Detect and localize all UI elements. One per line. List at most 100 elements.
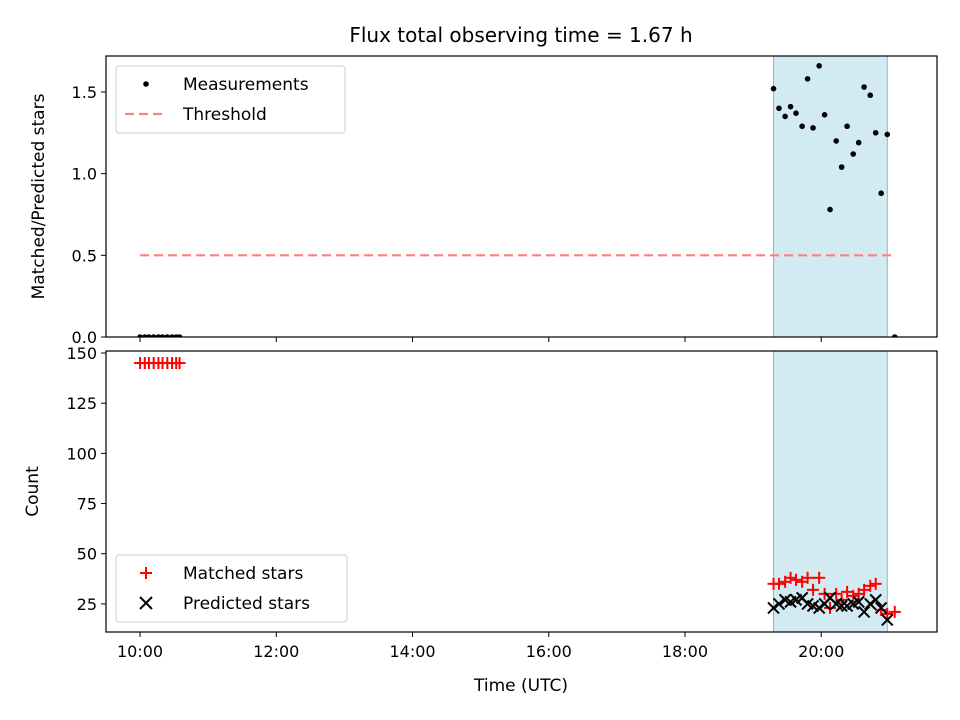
y-tick-label: 125	[66, 394, 97, 413]
marker-stroke	[835, 599, 848, 613]
predicted-star-point	[772, 597, 786, 611]
measurement-point	[776, 105, 782, 112]
measurement-point	[770, 85, 777, 92]
plot-area	[137, 63, 898, 337]
matched-star-point	[881, 607, 894, 620]
measurement-point	[838, 164, 845, 170]
measurement-point	[861, 84, 867, 90]
marker-stroke	[829, 597, 843, 611]
matched-star-point	[790, 573, 803, 586]
y-tick-label: 0.5	[72, 246, 97, 265]
measurement-point	[804, 76, 811, 82]
predicted-star-point	[869, 593, 882, 607]
x-tick-label: 20:00	[798, 642, 844, 661]
figure-title: Flux total observing time = 1.67 h	[349, 23, 692, 47]
legend-label: Measurements	[183, 75, 309, 95]
bottom-panel: 10:00 12:00 14:00 16:00 18:00 20:00 25 50 75 100 1…	[23, 344, 938, 661]
matched-star-point	[824, 601, 837, 614]
marker-stroke	[823, 591, 837, 605]
measurement-point	[137, 334, 143, 337]
measurement-point	[810, 125, 816, 131]
predicted-star-point	[835, 599, 848, 613]
matched-star-point	[801, 571, 814, 584]
matched-star-point	[772, 577, 785, 590]
marker-stroke	[864, 597, 877, 611]
predicted-star-point	[857, 605, 871, 619]
measurement-point	[833, 138, 839, 144]
legend-frame	[115, 65, 346, 134]
measurement-point	[855, 139, 862, 146]
matched-star-point	[835, 593, 848, 606]
marker-stroke	[778, 593, 792, 607]
legend: Measurements Threshold	[115, 65, 346, 134]
measurement-point	[827, 206, 833, 213]
measurement-point	[884, 131, 891, 138]
matched-star-point	[847, 589, 860, 602]
y-tick-label: 0.0	[72, 328, 97, 347]
marker-stroke	[874, 601, 888, 615]
legend-x-icon	[139, 596, 153, 610]
predicted-star-point	[874, 601, 888, 615]
y-tick-label: 50	[77, 545, 97, 564]
predicted-star-point	[852, 595, 865, 609]
measurement-point	[844, 123, 850, 130]
marker-stroke	[857, 605, 871, 619]
matched-star-point	[784, 571, 797, 584]
matched-star-point	[813, 571, 826, 584]
legend-label: Threshold	[182, 105, 267, 125]
measurement-point	[146, 334, 152, 337]
matched-star-point	[869, 577, 882, 590]
y-axis-label: Matched/Predicted stars	[29, 93, 49, 299]
legend: Matched stars Predicted stars	[115, 554, 348, 623]
marker-stroke	[812, 601, 826, 615]
x-tick-label: 18:00	[662, 642, 708, 661]
measurement-point	[176, 334, 183, 337]
matched-star-point	[830, 587, 843, 600]
predicted-star-point	[767, 601, 780, 615]
x-tick-label: 16:00	[526, 642, 572, 661]
top-panel: 0.0 0.5 1.0 1.5 Matched/Predicted stars Measu…	[29, 55, 938, 347]
marker-stroke	[881, 613, 894, 627]
matched-star-point	[841, 585, 854, 598]
matched-star-point	[864, 579, 877, 592]
measurement-point	[799, 123, 805, 130]
x-tick-label: 14:00	[389, 642, 435, 661]
measurement-point	[159, 334, 166, 337]
measurement-point	[782, 113, 788, 120]
marker-stroke	[801, 597, 814, 611]
marker-stroke	[852, 595, 865, 609]
marker-stroke	[795, 591, 809, 605]
y-tick-label: 25	[77, 595, 97, 614]
axes-frame	[105, 350, 938, 633]
x-tick-label: 12:00	[253, 642, 299, 661]
y-tick-label: 75	[77, 495, 97, 514]
measurement-point	[850, 151, 857, 157]
marker-stroke	[806, 599, 820, 613]
measurement-point	[872, 129, 879, 136]
y-tick-label: 100	[66, 444, 97, 463]
measurement-point	[787, 103, 794, 110]
matched-star-point	[875, 603, 888, 616]
measurement-point	[164, 334, 171, 337]
measurement-point	[793, 110, 799, 116]
measurement-point	[891, 334, 898, 337]
predicted-star-point	[881, 613, 894, 627]
y-tick-label: 1.5	[72, 83, 97, 102]
x-tick-label: 10:00	[117, 642, 163, 661]
matched-star-point	[858, 583, 871, 596]
y-tick-label: 1.0	[72, 165, 97, 184]
marker-stroke	[767, 601, 780, 615]
measurement-point	[150, 334, 157, 337]
matched-star-point	[888, 605, 901, 618]
plot-area	[134, 357, 901, 627]
measurement-point	[821, 112, 828, 118]
measurement-point	[867, 92, 874, 99]
legend-frame	[115, 554, 348, 623]
observing-window-shade	[773, 55, 888, 338]
legend-label: Predicted stars	[183, 594, 310, 614]
matched-star-point	[818, 587, 831, 600]
measurement-point	[816, 63, 822, 69]
matched-star-point	[807, 583, 820, 596]
measurement-point	[878, 190, 884, 197]
